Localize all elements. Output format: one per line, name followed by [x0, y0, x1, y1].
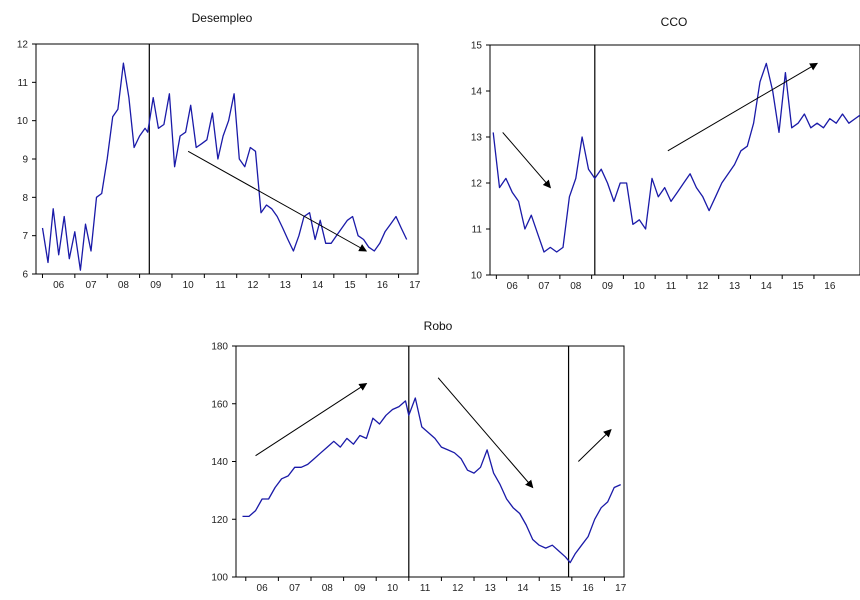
chart-panel-desempleo: Desempleo 6 7 8 9 10 11 12 06 07 08 09 10 11 12 13 14 15…: [17, 11, 421, 291]
x-tick-label: 09: [602, 281, 614, 292]
y-tick-label: 11: [18, 78, 29, 89]
x-tick-label: 13: [485, 583, 497, 594]
y-tick-label: 7: [22, 231, 28, 242]
x-tick-label: 16: [377, 280, 389, 291]
y-tick-label: 180: [211, 342, 228, 353]
y-tick-label: 10: [17, 116, 29, 127]
x-tick-label: 16: [824, 281, 836, 292]
y-tick-label: 9: [22, 155, 28, 166]
series-line-desempleo: [41, 62, 408, 271]
y-tick-label: 8: [22, 193, 28, 204]
y-tick-label: 12: [471, 179, 483, 190]
y-tick-label: 160: [211, 399, 228, 410]
x-tick-label: 14: [761, 281, 773, 292]
x-tick-label: 06: [257, 583, 269, 594]
x-tick-label: 14: [517, 583, 529, 594]
x-tick-label: 09: [150, 280, 162, 291]
plot-frame-robo: [235, 345, 625, 578]
y-tick-label: 6: [22, 270, 28, 281]
trend-arrow: [437, 377, 534, 489]
x-tick-label: 11: [420, 583, 431, 594]
y-tick-label: 120: [211, 515, 228, 526]
y-tick-label: 14: [471, 87, 483, 98]
x-tick-label: 09: [354, 583, 366, 594]
x-tick-label: 17: [615, 583, 627, 594]
x-tick-label: 08: [322, 583, 334, 594]
x-tick-label: 08: [118, 280, 130, 291]
x-tick-label: 15: [550, 583, 562, 594]
x-tick-label: 06: [507, 281, 519, 292]
x-tick-label: 17: [409, 280, 421, 291]
x-tick-label: 07: [85, 280, 97, 291]
trend-arrow: [578, 429, 612, 462]
x-tick-label: 11: [215, 280, 226, 291]
x-tick-label: 07: [289, 583, 301, 594]
x-tick-label: 15: [793, 281, 805, 292]
y-tick-label: 12: [17, 40, 29, 51]
x-tick-label: 10: [183, 280, 195, 291]
x-tick-label: 16: [583, 583, 595, 594]
chart-title-cco: CCO: [661, 15, 688, 29]
y-tick-label: 140: [211, 457, 228, 468]
chart-title-desempleo: Desempleo: [192, 11, 253, 25]
chart-panel-robo: Robo 100 120 140 160 180 06 07 08 09 10 11 12 13 14 15…: [211, 319, 626, 594]
series-line-robo: [242, 397, 621, 564]
x-tick-label: 06: [53, 280, 65, 291]
y-tick-label: 15: [471, 41, 483, 52]
x-tick-label: 15: [344, 280, 356, 291]
trend-arrow: [187, 150, 368, 252]
y-tick-label: 100: [211, 573, 228, 584]
x-tick-label: 07: [538, 281, 550, 292]
y-tick-label: 13: [471, 133, 483, 144]
trend-arrow: [502, 132, 551, 189]
y-tick-label: 10: [471, 271, 483, 282]
x-tick-label: 10: [634, 281, 646, 292]
x-tick-label: 12: [697, 281, 709, 292]
plot-frame-desempleo: [35, 43, 419, 275]
x-tick-label: 13: [280, 280, 292, 291]
chart-title-robo: Robo: [424, 319, 453, 333]
x-tick-label: 13: [729, 281, 741, 292]
x-tick-label: 11: [666, 281, 677, 292]
y-tick-label: 11: [472, 225, 483, 236]
trend-arrow: [667, 62, 818, 152]
plot-frame-cco: [489, 44, 860, 276]
series-line-cco: [492, 62, 860, 253]
x-tick-label: 12: [247, 280, 259, 291]
x-tick-label: 10: [387, 583, 399, 594]
trend-arrow: [255, 382, 368, 457]
x-tick-label: 08: [570, 281, 582, 292]
x-tick-label: 14: [312, 280, 324, 291]
x-tick-label: 12: [452, 583, 464, 594]
chart-panel-cco: CCO 10 11 12 13 14 15 06 07 08 09 10 11 12 13 14 15 16: [471, 15, 860, 292]
